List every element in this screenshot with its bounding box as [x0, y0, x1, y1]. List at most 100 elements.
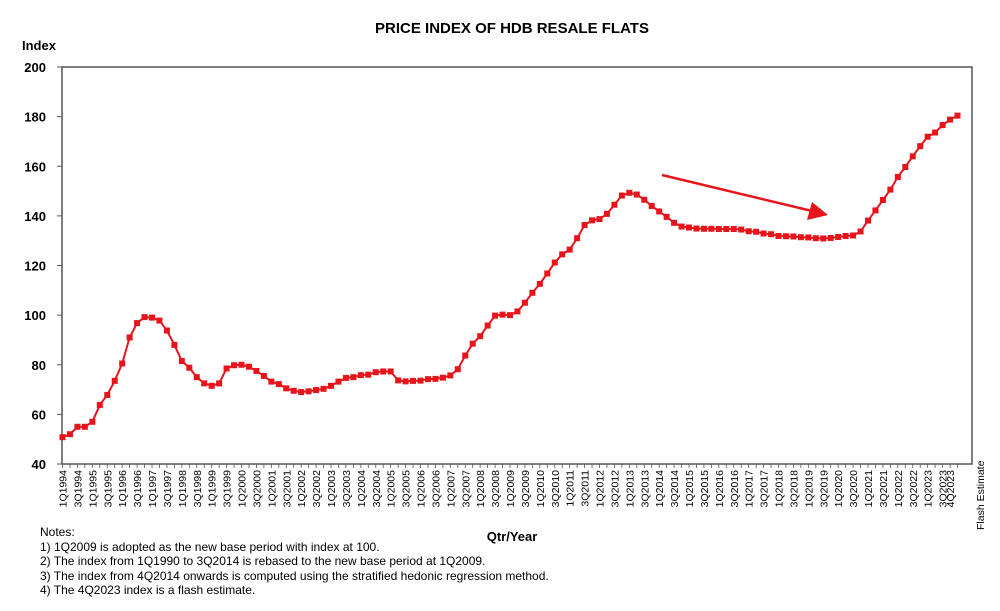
data-point: [253, 367, 260, 374]
data-point: [74, 423, 81, 430]
x-tick-label: 3Q2007: [460, 470, 472, 508]
x-tick-label: 3Q1996: [132, 470, 144, 508]
x-tick-label: 3Q2016: [729, 470, 741, 508]
data-point: [350, 374, 357, 381]
data-point: [932, 129, 939, 136]
y-tick-label: 60: [32, 407, 46, 422]
x-tick-label: 1Q2022: [893, 470, 905, 508]
data-point: [768, 231, 775, 238]
x-tick-label: 1Q2005: [386, 470, 398, 508]
x-tick-label: 1Q2015: [684, 470, 696, 508]
data-point: [387, 368, 394, 375]
data-point: [499, 311, 506, 318]
x-tick-label: 3Q1994: [72, 470, 84, 508]
data-point: [380, 368, 387, 375]
data-point: [193, 374, 200, 381]
data-point: [171, 341, 178, 348]
y-tick-label: 160: [24, 159, 46, 174]
data-point: [879, 196, 886, 203]
x-tick-label: 1Q2000: [237, 470, 249, 508]
data-point: [782, 233, 789, 240]
data-point: [290, 387, 297, 394]
data-point: [141, 314, 148, 321]
data-point: [178, 358, 185, 365]
data-point: [708, 225, 715, 232]
data-point: [223, 365, 230, 372]
data-point: [156, 317, 163, 324]
data-point: [507, 312, 513, 319]
y-tick-label: 120: [24, 259, 46, 274]
x-tick-label: 3Q2013: [639, 470, 651, 508]
x-tick-label: 3Q2015: [699, 470, 711, 508]
data-point: [551, 259, 558, 266]
data-point: [134, 320, 141, 327]
data-point: [857, 228, 864, 235]
data-point: [544, 270, 551, 277]
data-point: [760, 230, 767, 237]
data-point: [790, 233, 797, 240]
data-point: [917, 143, 924, 150]
x-tick-label: 1Q2017: [744, 470, 756, 508]
data-point: [245, 363, 252, 370]
data-point: [313, 387, 320, 394]
data-point: [275, 381, 282, 388]
x-tick-label: 1Q2014: [654, 470, 666, 508]
data-point: [424, 376, 431, 383]
x-tick-label: 1Q2010: [535, 470, 547, 508]
x-tick-label: 1Q2006: [416, 470, 428, 508]
data-point: [723, 226, 730, 233]
x-tick-label: 3Q1995: [102, 470, 114, 508]
x-tick-label: 3Q2022: [908, 470, 920, 508]
data-point: [417, 377, 424, 384]
data-point: [671, 219, 678, 226]
data-point: [894, 173, 901, 180]
data-point: [626, 189, 633, 196]
y-tick-label: 40: [32, 457, 46, 472]
chart-title: PRICE INDEX OF HDB RESALE FLATS: [375, 20, 649, 37]
x-tick-label: 1Q2012: [595, 470, 607, 508]
data-point: [633, 191, 640, 198]
x-tick-label: 1Q2001: [266, 470, 278, 508]
x-tick-label: 1Q1997: [147, 470, 159, 508]
data-point: [536, 280, 543, 287]
data-point: [81, 423, 88, 430]
x-tick-label: 3Q2023: [938, 470, 950, 508]
arrow-head: [807, 202, 828, 220]
data-point: [812, 235, 819, 242]
data-point: [678, 223, 685, 230]
note-4: 4) The 4Q2023 index is a flash estimate.: [40, 583, 256, 598]
y-axis-label: Index: [22, 38, 57, 53]
data-point: [872, 207, 879, 214]
data-point: [745, 228, 752, 235]
note-2: 2) The index from 1Q1990 to 3Q2014 is re…: [40, 554, 486, 569]
data-point: [514, 308, 521, 315]
data-point: [842, 232, 849, 239]
x-tick-label: 3Q1998: [192, 470, 204, 508]
x-tick-label: 3Q2012: [609, 470, 621, 508]
note-3: 3) The index from 4Q2014 onwards is comp…: [40, 568, 549, 583]
data-point: [484, 322, 491, 329]
data-point: [686, 224, 692, 231]
data-point: [439, 374, 446, 381]
data-point: [521, 299, 528, 306]
data-point: [603, 210, 610, 217]
data-point: [320, 385, 327, 392]
data-point: [924, 133, 931, 140]
x-tick-label: 3Q2003: [341, 470, 353, 508]
x-tick-label: 3Q2002: [311, 470, 323, 508]
data-point: [566, 246, 573, 253]
data-point: [231, 362, 238, 369]
x-tick-label: 3Q2008: [490, 470, 502, 508]
x-tick-label: 3Q2010: [550, 470, 562, 508]
y-tick-label: 80: [32, 358, 46, 373]
x-tick-label: 3Q2011: [580, 470, 592, 507]
x-tick-label: 3Q2018: [788, 470, 800, 508]
notes: Notes: 1) 1Q2009 is adopted as the new b…: [40, 525, 549, 598]
data-point: [305, 388, 312, 395]
data-point: [119, 360, 126, 367]
data-point: [559, 251, 566, 258]
y-tick-label: 180: [24, 110, 46, 125]
x-tick-label: 3Q2001: [281, 470, 293, 508]
x-tick-label: 3Q2009: [520, 470, 532, 508]
